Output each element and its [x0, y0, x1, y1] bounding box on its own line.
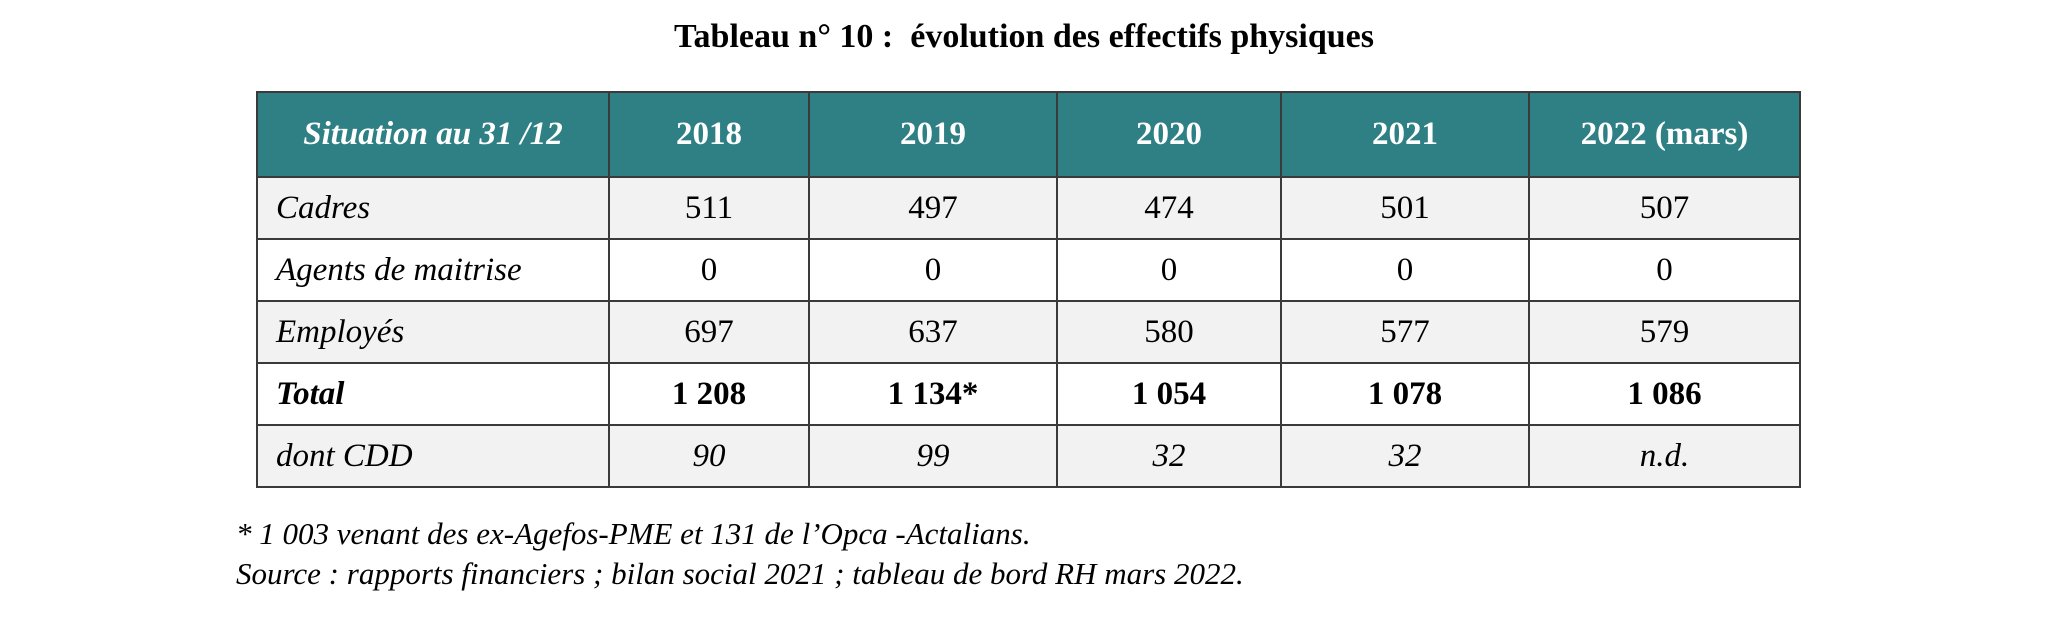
row-label: Total — [256, 362, 610, 426]
table-cell: 1 134* — [808, 362, 1058, 426]
row-label: dont CDD — [256, 424, 610, 488]
table-cell: 474 — [1056, 176, 1282, 240]
header-year-2022: 2022 (mars) — [1528, 91, 1801, 178]
table-cell: 579 — [1528, 300, 1801, 364]
table-row-total: Total 1 208 1 134* 1 054 1 078 1 086 — [256, 362, 1801, 426]
table-notes: * 1 003 venant des ex-Agefos-PME et 131 … — [236, 514, 1244, 594]
row-label: Agents de maitrise — [256, 238, 610, 302]
table-cell: 1 054 — [1056, 362, 1282, 426]
header-year-2019: 2019 — [808, 91, 1058, 178]
table-cell: 1 086 — [1528, 362, 1801, 426]
table-cell: 501 — [1280, 176, 1530, 240]
row-label: Cadres — [256, 176, 610, 240]
table-row-dont-cdd: dont CDD 90 99 32 32 n.d. — [256, 424, 1801, 488]
table-cell: 0 — [1528, 238, 1801, 302]
header-situation: Situation au 31 /12 — [256, 91, 610, 178]
source-note: Source : rapports financiers ; bilan soc… — [236, 556, 1244, 591]
table-row-cadres: Cadres 511 497 474 501 507 — [256, 176, 1801, 240]
table-cell: 0 — [1056, 238, 1282, 302]
table-header-row: Situation au 31 /12 2018 2019 2020 2021 … — [256, 91, 1801, 178]
table-cell: 0 — [608, 238, 810, 302]
table-cell: 0 — [1280, 238, 1530, 302]
header-year-2018: 2018 — [608, 91, 810, 178]
table-cell: 511 — [608, 176, 810, 240]
table-row-agents-de-maitrise: Agents de maitrise 0 0 0 0 0 — [256, 238, 1801, 302]
table-cell: 90 — [608, 424, 810, 488]
table-cell: 1 208 — [608, 362, 810, 426]
table-cell: 577 — [1280, 300, 1530, 364]
effectifs-table: Situation au 31 /12 2018 2019 2020 2021 … — [256, 91, 1801, 488]
row-label: Employés — [256, 300, 610, 364]
footnote: * 1 003 venant des ex-Agefos-PME et 131 … — [236, 516, 1031, 551]
table-cell: 697 — [608, 300, 810, 364]
table-row-employes: Employés 697 637 580 577 579 — [256, 300, 1801, 364]
table-cell: 1 078 — [1280, 362, 1530, 426]
table-cell: n.d. — [1528, 424, 1801, 488]
table-cell: 507 — [1528, 176, 1801, 240]
table-cell: 497 — [808, 176, 1058, 240]
table-cell: 0 — [808, 238, 1058, 302]
table-cell: 99 — [808, 424, 1058, 488]
header-year-2021: 2021 — [1280, 91, 1530, 178]
table-cell: 32 — [1056, 424, 1282, 488]
table-cell: 637 — [808, 300, 1058, 364]
table-cell: 580 — [1056, 300, 1282, 364]
table-title: Tableau n° 10 : évolution des effectifs … — [674, 18, 1374, 55]
table-cell: 32 — [1280, 424, 1530, 488]
header-year-2020: 2020 — [1056, 91, 1282, 178]
